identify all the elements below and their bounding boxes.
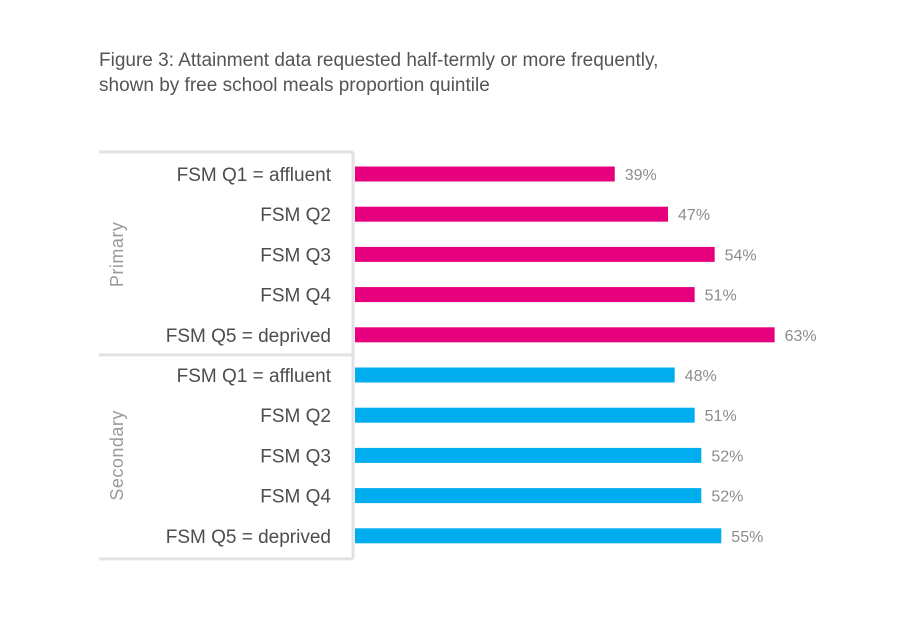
value-label: 52% [711,489,743,506]
group-labels: Primary Secondary [107,222,127,501]
category-label: FSM Q5 = deprived [166,527,331,548]
value-label: 48% [685,368,717,385]
bar-primary-1 [355,166,615,182]
bar-primary-2 [355,206,669,222]
group-label-primary: Primary [107,222,127,288]
bar-primary-3 [355,246,715,262]
value-label: 52% [711,448,743,465]
chart-title-line-2: shown by free school meals proportion qu… [99,75,490,96]
chart-title: Figure 3: Attainment data requested half… [99,48,819,98]
category-label: FSM Q1 = affluent [177,165,332,186]
bar-secondary-2 [355,407,695,423]
bar-primary-4 [355,287,695,303]
category-label: FSM Q5 = deprived [166,326,331,347]
value-label: 55% [731,529,763,546]
category-label: FSM Q2 [260,205,331,226]
bar-secondary-5 [355,528,722,544]
value-label: 54% [725,247,757,264]
bar-secondary-3 [355,447,702,463]
group-label-secondary: Secondary [107,410,127,501]
value-label: 51% [705,288,737,305]
value-label: 51% [705,408,737,425]
bars [355,166,775,544]
category-label: FSM Q2 [260,406,331,427]
value-labels: 39% 47% 54% 51% 63% 48% 51% 52% 52% 55% [625,167,817,546]
bar-secondary-1 [355,367,675,383]
value-label: 47% [678,207,710,224]
category-label: FSM Q4 [260,286,331,307]
value-label: 39% [625,167,657,184]
group-frame [99,150,355,561]
category-label: FSM Q1 = affluent [177,366,332,387]
chart-title-line-1: Figure 3: Attainment data requested half… [99,50,659,71]
category-labels: FSM Q1 = affluent FSM Q2 FSM Q3 FSM Q4 FSM Q… [166,165,332,548]
category-label: FSM Q4 [260,487,331,508]
bar-secondary-4 [355,488,702,504]
value-label: 63% [785,328,817,345]
bar-primary-5 [355,327,775,343]
category-label: FSM Q3 [260,446,331,467]
category-label: FSM Q3 [260,245,331,266]
